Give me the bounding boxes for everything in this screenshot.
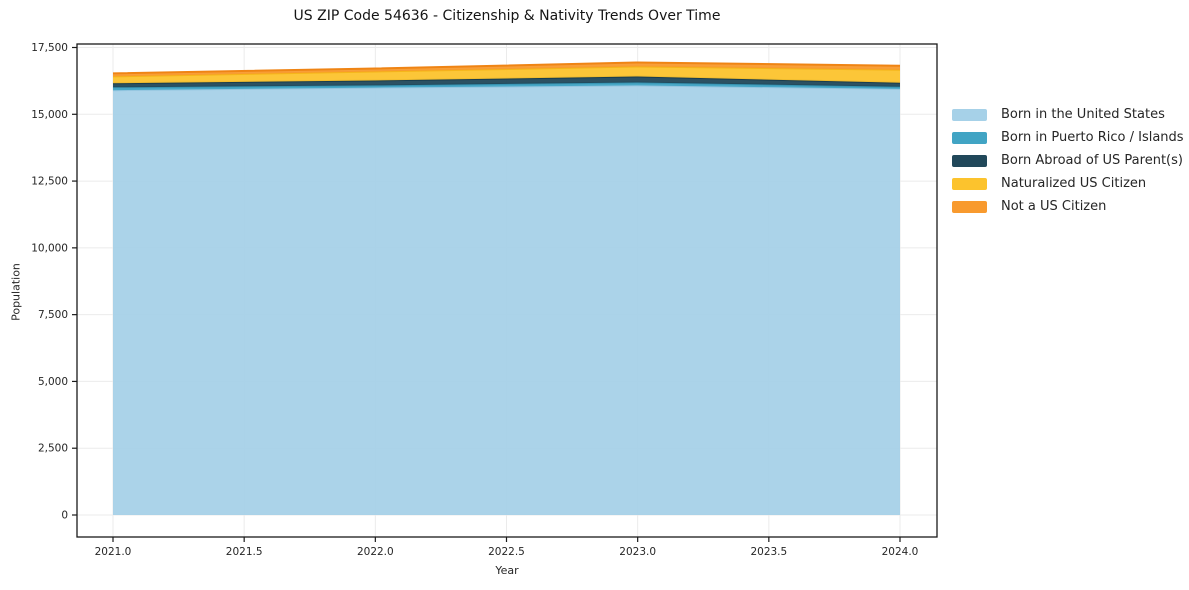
legend-swatch-icon [952, 131, 987, 144]
y-tick-label: 10,000 [31, 242, 68, 254]
legend-item: Born in Puerto Rico / Islands [952, 126, 1184, 149]
y-tick-label: 5,000 [38, 376, 68, 388]
legend-swatch-icon [952, 154, 987, 167]
area-band-5 [113, 62, 900, 77]
x-tick-label: 2022.5 [488, 546, 525, 558]
legend-swatch-icon [952, 200, 987, 213]
y-tick-label: 15,000 [31, 109, 68, 121]
y-tick-label: 2,500 [38, 443, 68, 455]
x-tick-label: 2023.0 [619, 546, 656, 558]
legend: Born in the United States Born in Puerto … [952, 103, 1184, 218]
legend-swatch-icon [952, 108, 987, 121]
x-tick-label: 2024.0 [882, 546, 919, 558]
x-tick-label: 2022.0 [357, 546, 394, 558]
y-tick-label: 0 [61, 510, 68, 522]
x-tick-label: 2021.0 [95, 546, 132, 558]
area-band-3 [113, 76, 900, 88]
legend-label: Not a US Citizen [1001, 199, 1107, 214]
y-tick-label: 7,500 [38, 309, 68, 321]
x-tick-label: 2021.5 [226, 546, 263, 558]
x-axis-label: Year [495, 564, 519, 577]
legend-label: Born in the United States [1001, 107, 1165, 122]
legend-item: Born in the United States [952, 103, 1184, 126]
legend-label: Born in Puerto Rico / Islands [1001, 130, 1184, 145]
legend-item: Naturalized US Citizen [952, 172, 1184, 195]
area-band-1 [113, 85, 900, 516]
legend-item: Born Abroad of US Parent(s) [952, 149, 1184, 172]
legend-label: Naturalized US Citizen [1001, 176, 1147, 191]
y-tick-label: 12,500 [31, 176, 68, 188]
area-band-4 [113, 66, 900, 84]
chart-title: US ZIP Code 54636 - Citizenship & Nativi… [293, 8, 721, 24]
legend-label: Born Abroad of US Parent(s) [1001, 153, 1183, 168]
legend-item: Not a US Citizen [952, 195, 1184, 218]
area-edge-5 [112, 61, 901, 75]
y-tick-label: 17,500 [31, 42, 68, 54]
x-tick-label: 2023.5 [750, 546, 787, 558]
legend-swatch-icon [952, 177, 987, 190]
